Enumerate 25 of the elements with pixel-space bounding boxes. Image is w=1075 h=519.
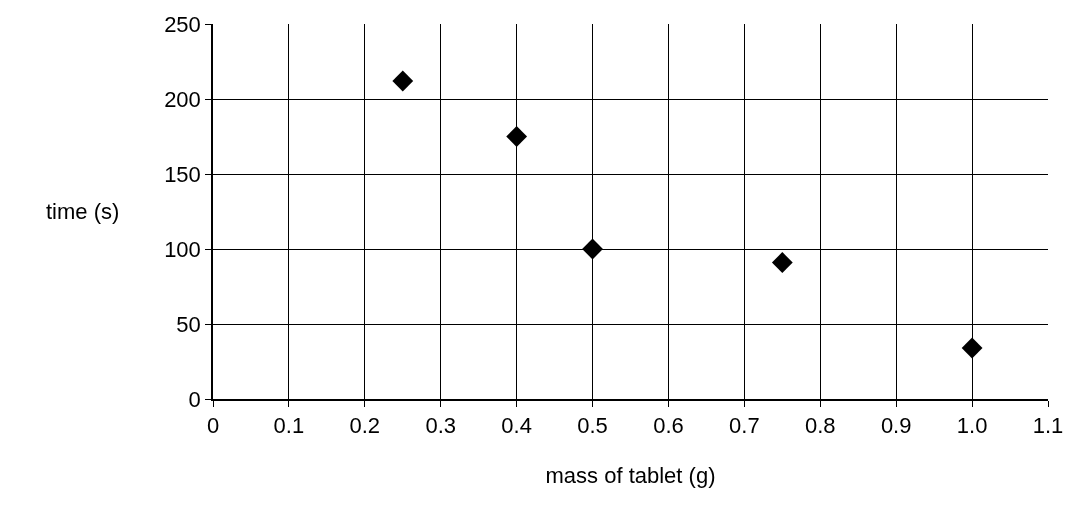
point — [961, 337, 983, 359]
point — [392, 70, 414, 92]
x-tick-label: 0.2 — [349, 413, 381, 439]
x-tick-label: 1.0 — [956, 413, 988, 439]
point — [506, 126, 528, 147]
x-tick-label: 0.1 — [273, 413, 305, 439]
point — [771, 252, 793, 273]
y-axis-title: time (s) — [46, 199, 120, 224]
x-tick-label: 0.7 — [729, 413, 760, 439]
x-tick-label: 0.3 — [425, 413, 457, 439]
x-tick-label: 0.8 — [804, 413, 836, 439]
y-tick-label: 250 — [164, 11, 201, 37]
x-tick-label: 0.9 — [880, 413, 912, 439]
point — [582, 238, 603, 260]
x-tick-label: 0.5 — [577, 413, 608, 439]
y-tick-label: 100 — [164, 236, 201, 262]
y-tick-label: 50 — [176, 311, 201, 337]
x-tick-label: 0 — [206, 413, 220, 439]
y-tick-label: 200 — [164, 86, 201, 112]
x-tick-label: 0.4 — [501, 413, 532, 439]
y-tick-label: 150 — [164, 161, 201, 187]
x-tick-label: 1.1 — [1032, 413, 1064, 439]
x-axis-title: mass of tablet (g) — [545, 462, 716, 488]
y-tick-label: 0 — [188, 386, 201, 412]
x-tick-label: 0.6 — [653, 413, 684, 439]
